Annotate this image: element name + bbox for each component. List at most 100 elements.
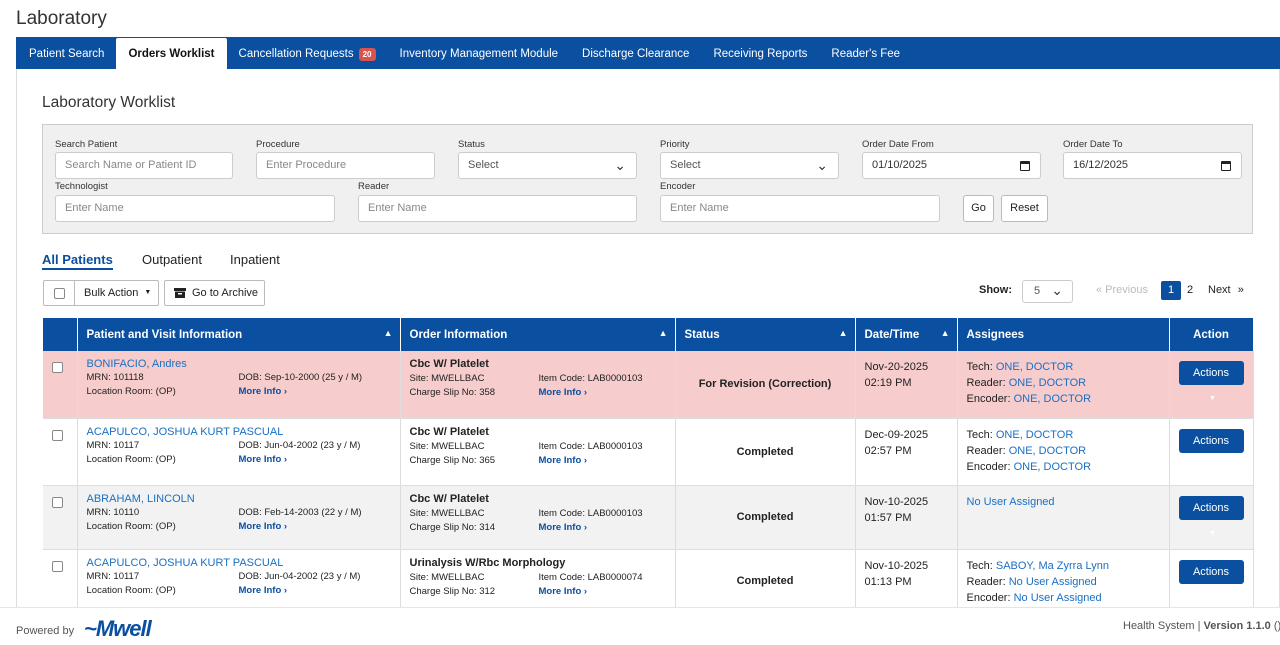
go-button[interactable]: Go bbox=[963, 195, 994, 222]
encoder-link[interactable]: No User Assigned bbox=[1013, 591, 1102, 604]
show-label: Show: bbox=[979, 284, 1012, 296]
sort-icon[interactable]: ▲ bbox=[658, 328, 668, 338]
reader-link[interactable]: ONE, DOCTOR bbox=[1008, 444, 1087, 457]
actions-button[interactable]: Actions ▼ bbox=[1178, 559, 1244, 601]
order-date-to-label: Order Date To bbox=[1063, 139, 1123, 150]
header-status[interactable]: Status ▲ bbox=[675, 318, 856, 351]
header-patient-info[interactable]: Patient and Visit Information ▲ bbox=[77, 318, 401, 351]
page-1-button[interactable]: 1 bbox=[1161, 281, 1181, 300]
reader-input[interactable]: Enter Name bbox=[358, 195, 637, 222]
encoder-label: Encoder bbox=[660, 181, 696, 192]
tab-cancellation-requests[interactable]: Cancellation Requests 20 bbox=[227, 39, 388, 69]
procedure-input[interactable]: Enter Procedure bbox=[256, 152, 435, 179]
caret-down-icon: ▼ bbox=[144, 289, 152, 296]
status-label: Status bbox=[458, 139, 485, 150]
footer: Powered by ~Mwell Health System | Versio… bbox=[0, 607, 1280, 645]
patient-name-link[interactable]: ACAPULCO, JOSHUA KURT PASCUAL bbox=[86, 556, 284, 569]
sort-icon[interactable]: ▲ bbox=[383, 328, 393, 338]
reader-link[interactable]: ONE, DOCTOR bbox=[1008, 377, 1087, 389]
actions-button[interactable]: Actions ▼ bbox=[1178, 428, 1244, 470]
location-room: Location Room: (OP) bbox=[86, 453, 176, 465]
header-checkbox-cell bbox=[43, 318, 78, 351]
go-to-archive-button[interactable]: Go to Archive bbox=[164, 280, 265, 306]
status-select[interactable]: Select ⌄ bbox=[458, 152, 637, 179]
charge-slip: Charge Slip No: 312 bbox=[409, 585, 496, 597]
row-checkbox[interactable] bbox=[52, 429, 63, 441]
procedure-name: Cbc W/ Platelet bbox=[409, 358, 489, 370]
more-info-link[interactable]: More Info › bbox=[538, 585, 588, 597]
tab-inpatient[interactable]: Inpatient bbox=[230, 252, 280, 267]
dob: DOB: Feb-14-2003 (22 y / M) bbox=[238, 506, 362, 518]
tech-link[interactable]: SABOY, Ma Zyrra Lynn bbox=[995, 559, 1109, 572]
actions-button[interactable]: Actions ▼ bbox=[1178, 495, 1244, 537]
order-date-to-input[interactable]: 16/12/2025 bbox=[1063, 152, 1242, 179]
more-info-link[interactable]: More Info › bbox=[238, 584, 288, 596]
status-cell: Completed bbox=[675, 549, 856, 613]
priority-label: Priority bbox=[660, 139, 690, 150]
more-info-link[interactable]: More Info › bbox=[538, 454, 588, 466]
encoder-link[interactable]: ONE, DOCTOR bbox=[1013, 460, 1092, 473]
mrn: MRN: 10110 bbox=[86, 506, 140, 518]
tab-orders-worklist[interactable]: Orders Worklist bbox=[116, 38, 227, 69]
dob: DOB: Jun-04-2002 (23 y / M) bbox=[238, 439, 361, 451]
technologist-label: Technologist bbox=[55, 181, 108, 192]
page-title: Laboratory bbox=[16, 8, 107, 29]
tech-link[interactable]: ONE, DOCTOR bbox=[995, 428, 1074, 441]
tab-inventory-management[interactable]: Inventory Management Module bbox=[399, 48, 559, 60]
patient-name-link[interactable]: ACAPULCO, JOSHUA KURT PASCUAL bbox=[86, 425, 284, 438]
tab-discharge-clearance[interactable]: Discharge Clearance bbox=[582, 48, 690, 60]
tab-outpatient[interactable]: Outpatient bbox=[142, 252, 202, 267]
sort-icon[interactable]: ▲ bbox=[940, 328, 950, 338]
tab-all-patients[interactable]: All Patients bbox=[42, 252, 113, 270]
more-info-link[interactable]: More Info › bbox=[538, 387, 588, 398]
version-info: Health System | Version 1.1.0 () bbox=[1123, 620, 1280, 632]
row-checkbox[interactable] bbox=[52, 560, 63, 572]
actions-button[interactable]: Actions ▼ bbox=[1178, 361, 1244, 402]
select-all-checkbox[interactable] bbox=[53, 287, 65, 299]
order-date-from-input[interactable]: 01/10/2025 bbox=[862, 152, 1041, 179]
table-row: BONIFACIO, Andres MRN: 101118 DOB: Sep-1… bbox=[43, 351, 1254, 419]
header-datetime[interactable]: Date/Time ▲ bbox=[855, 318, 958, 351]
bulk-action-button[interactable]: Bulk Action ▼ bbox=[43, 280, 159, 306]
procedure-name: Cbc W/ Platelet bbox=[409, 425, 489, 438]
encoder-link[interactable]: ONE, DOCTOR bbox=[1013, 393, 1092, 405]
row-checkbox[interactable] bbox=[52, 496, 63, 508]
technologist-input[interactable]: Enter Name bbox=[55, 195, 335, 222]
priority-select[interactable]: Select ⌄ bbox=[660, 152, 839, 179]
site: Site: MWELLBAC bbox=[409, 440, 485, 452]
no-user-assigned: No User Assigned bbox=[966, 495, 1055, 508]
calendar-icon[interactable] bbox=[1221, 161, 1231, 171]
reader-link[interactable]: No User Assigned bbox=[1008, 575, 1097, 588]
tab-readers-fee[interactable]: Reader's Fee bbox=[831, 48, 901, 60]
more-info-link[interactable]: More Info › bbox=[238, 386, 288, 397]
site: Site: MWELLBAC bbox=[409, 507, 485, 519]
search-patient-input[interactable]: Search Name or Patient ID bbox=[55, 152, 233, 179]
header-assignees: Assignees bbox=[957, 318, 1170, 351]
sort-icon[interactable]: ▲ bbox=[838, 328, 848, 338]
row-checkbox[interactable] bbox=[52, 362, 63, 373]
encoder-input[interactable]: Enter Name bbox=[660, 195, 940, 222]
patient-name-link[interactable]: ABRAHAM, LINCOLN bbox=[86, 492, 195, 505]
datetime-cell: Dec-09-2025 02:57 PM bbox=[855, 418, 958, 486]
patient-name-link[interactable]: BONIFACIO, Andres bbox=[86, 358, 187, 370]
more-info-link[interactable]: More Info › bbox=[538, 521, 588, 533]
tab-receiving-reports[interactable]: Receiving Reports bbox=[713, 48, 808, 60]
page-size-select[interactable]: 5 ⌄ bbox=[1022, 280, 1073, 303]
more-info-link[interactable]: More Info › bbox=[238, 520, 288, 532]
chevron-down-icon: ⌄ bbox=[816, 157, 828, 173]
datetime-cell: Nov-20-2025 02:19 PM bbox=[855, 351, 958, 419]
header-order-info[interactable]: Order Information ▲ bbox=[400, 318, 676, 351]
previous-page-link[interactable]: « Previous bbox=[1096, 284, 1148, 296]
tech-link[interactable]: ONE, DOCTOR bbox=[995, 361, 1074, 373]
tab-patient-search[interactable]: Patient Search bbox=[29, 48, 105, 60]
more-info-link[interactable]: More Info › bbox=[238, 453, 288, 465]
table-row: ACAPULCO, JOSHUA KURT PASCUAL MRN: 10117… bbox=[43, 549, 1254, 613]
item-code: Item Code: LAB0000074 bbox=[538, 571, 643, 583]
reset-button[interactable]: Reset bbox=[1001, 195, 1048, 222]
filter-panel: Search Patient Search Name or Patient ID… bbox=[42, 124, 1253, 234]
charge-slip: Charge Slip No: 365 bbox=[409, 454, 496, 466]
page-2-button[interactable]: 2 bbox=[1187, 284, 1194, 296]
next-page-link[interactable]: Next » bbox=[1208, 284, 1244, 296]
calendar-icon[interactable] bbox=[1020, 161, 1030, 171]
location-room: Location Room: (OP) bbox=[86, 584, 176, 596]
